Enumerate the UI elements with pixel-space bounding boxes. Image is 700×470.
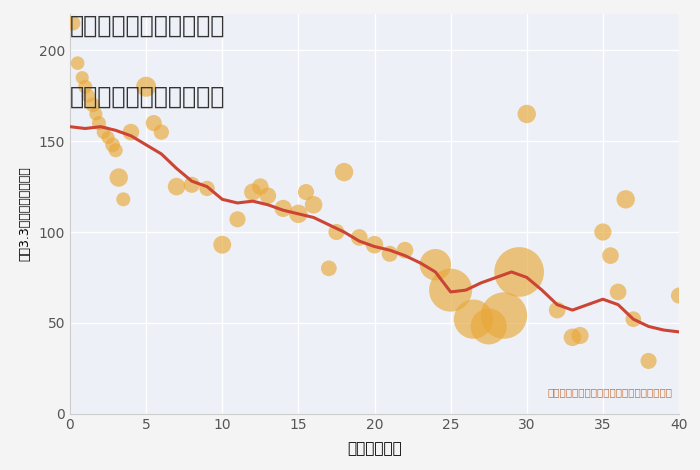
Point (186, 181, 197, 188)
Point (468, 315, 479, 323)
Point (673, 292, 685, 299)
Point (567, 334, 578, 341)
Point (521, 110, 532, 118)
Point (643, 357, 655, 365)
Point (217, 241, 228, 249)
Point (300, 188, 312, 196)
Point (72, 59, 83, 67)
Point (331, 228, 342, 236)
Point (597, 228, 608, 236)
Point (110, 147, 121, 154)
Point (118, 196, 129, 203)
Point (202, 185, 213, 192)
Point (552, 306, 563, 314)
Text: 築年数別中古戸建て価格: 築年数別中古戸建て価格 (70, 85, 225, 109)
Point (141, 83, 152, 91)
Text: 円の大きさは、取引のあった物件面積を示す: 円の大きさは、取引のあった物件面積を示す (548, 388, 673, 398)
Point (90, 110, 101, 118)
Point (483, 323, 494, 330)
Point (430, 261, 441, 268)
Point (445, 286, 456, 294)
Point (262, 192, 274, 199)
Point (171, 183, 182, 190)
Point (605, 252, 616, 259)
Point (293, 210, 304, 218)
Point (98, 128, 109, 136)
Point (514, 268, 525, 276)
Point (88, 101, 99, 109)
Point (113, 174, 125, 181)
Point (156, 128, 167, 136)
Point (80, 83, 91, 91)
Point (612, 288, 624, 296)
Point (125, 128, 136, 136)
Point (76, 74, 88, 81)
Point (339, 168, 350, 176)
Point (148, 119, 160, 127)
Y-axis label: 坪（3.3㎡）単価（万円）: 坪（3.3㎡）単価（万円） (19, 166, 32, 261)
Text: 兵庫県西宮市浜甲子園の: 兵庫県西宮市浜甲子園の (70, 14, 225, 38)
Point (107, 141, 118, 149)
Point (369, 241, 380, 249)
Point (93, 119, 104, 127)
Point (323, 265, 335, 272)
Point (354, 234, 365, 241)
Point (399, 246, 410, 254)
Point (620, 196, 631, 203)
Point (83, 92, 94, 100)
Point (628, 315, 639, 323)
Point (247, 188, 258, 196)
Point (498, 312, 510, 319)
Point (384, 250, 395, 258)
Point (255, 183, 266, 190)
Point (277, 204, 289, 212)
Point (67, 19, 78, 27)
Point (308, 201, 319, 209)
Point (575, 332, 586, 339)
Point (232, 216, 243, 223)
Point (102, 134, 113, 141)
X-axis label: 築年数（年）: 築年数（年） (347, 441, 402, 456)
